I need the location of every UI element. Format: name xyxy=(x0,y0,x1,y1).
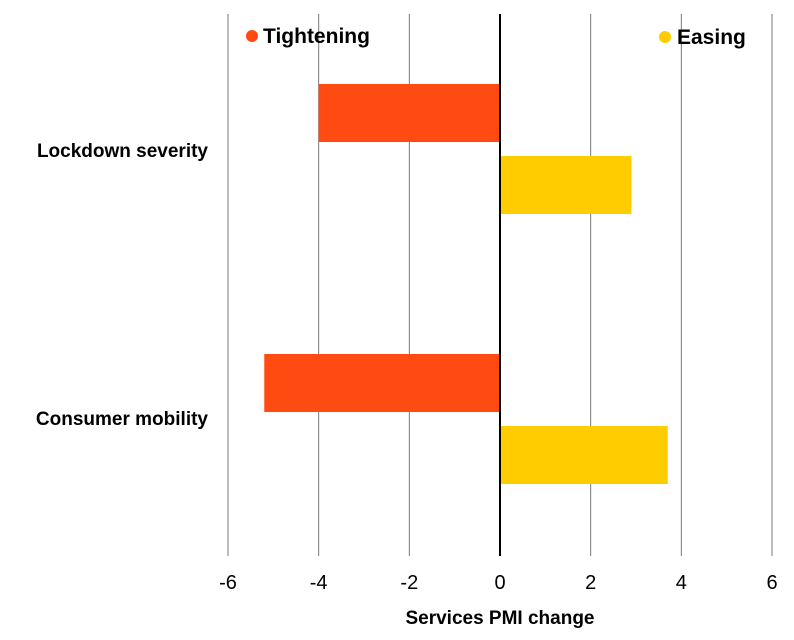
legend-tightening-marker xyxy=(246,30,258,42)
bars xyxy=(264,84,668,484)
legend-tightening-label: Tightening xyxy=(263,25,370,48)
x-tick-labels: -6 -4 -2 0 2 4 6 xyxy=(219,572,777,594)
x-tick-label: 4 xyxy=(676,572,687,594)
bar-easing-consumer-mobility xyxy=(500,426,668,484)
category-label: Consumer mobility xyxy=(36,409,209,430)
category-labels: Lockdown severity Consumer mobility xyxy=(36,141,209,430)
x-tick-label: 0 xyxy=(494,572,505,594)
x-axis-title: Services PMI change xyxy=(405,608,594,629)
category-label: Lockdown severity xyxy=(37,141,208,162)
legend-easing-marker xyxy=(659,31,671,43)
legend: Tightening Easing xyxy=(246,25,746,49)
bar-tightening-consumer-mobility xyxy=(264,354,500,412)
x-tick-label: -2 xyxy=(400,572,418,594)
legend-easing-label: Easing xyxy=(677,26,746,49)
x-tick-label: 6 xyxy=(766,572,777,594)
bar-tightening-lockdown-severity xyxy=(318,84,500,142)
x-tick-label: -6 xyxy=(219,572,237,594)
bar-easing-lockdown-severity xyxy=(500,156,632,214)
x-tick-label: 2 xyxy=(585,572,596,594)
x-tick-label: -4 xyxy=(310,572,328,594)
